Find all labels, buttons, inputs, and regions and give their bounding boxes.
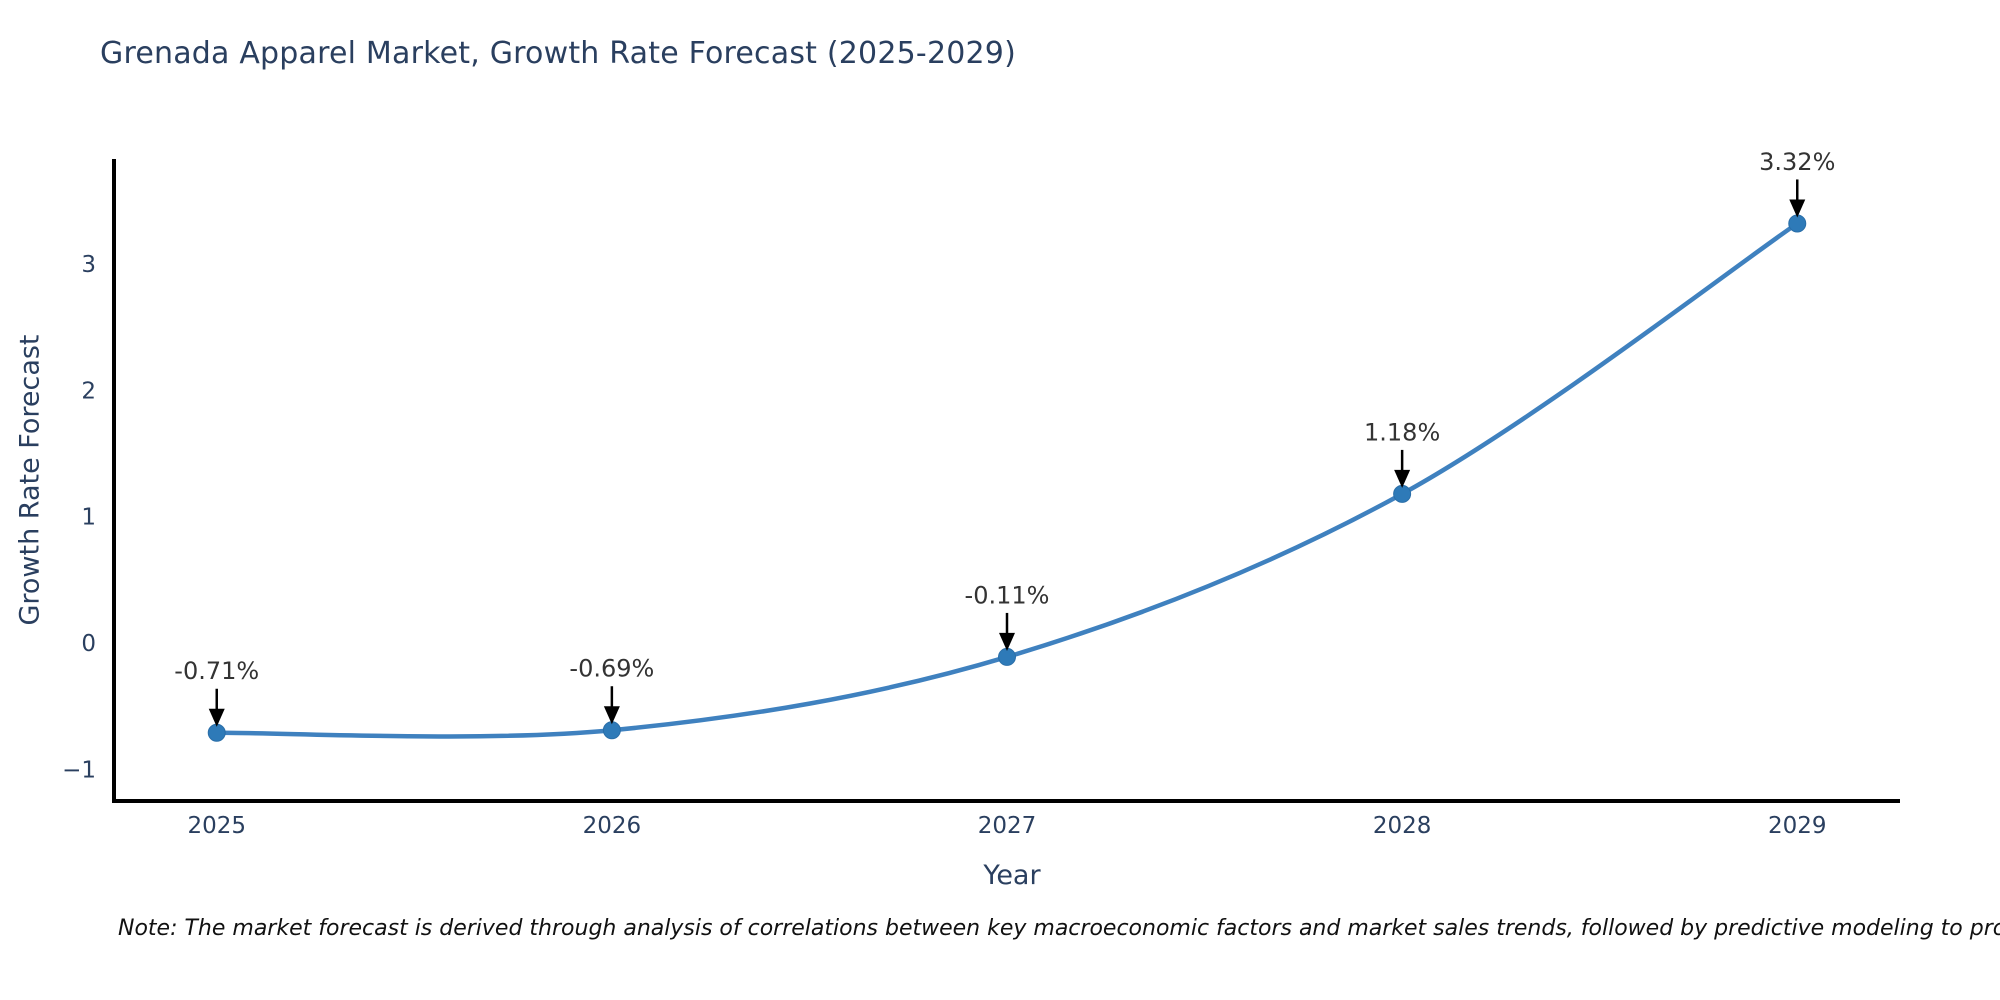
x-tick-label: 2029 [1768,813,1827,839]
footnote: Note: The market forecast is derived thr… [118,916,2000,941]
data-point-label: -0.69% [569,655,654,683]
x-tick-label: 2026 [583,813,642,839]
y-tick-label: 0 [81,631,96,657]
y-axis-title: Growth Rate Forecast [14,334,46,626]
y-tick-label: 2 [81,378,96,404]
x-tick-label: 2025 [187,813,246,839]
data-point-2027 [998,647,1016,666]
annotation-arrow-head [1394,469,1411,488]
data-point-2028 [1393,484,1412,503]
annotation-arrow-head [603,706,620,725]
annotation-arrow-head [999,632,1015,651]
x-axis-title: Year [983,860,1041,891]
chart-title: Grenada Apparel Market, Growth Rate Fore… [100,36,1016,71]
data-point-2029 [1788,214,1807,233]
y-tick-label: 3 [81,252,96,278]
data-point-label: -0.71% [174,657,259,685]
data-point-2026 [602,721,621,740]
y-tick-label: 1 [81,505,96,531]
x-tick-label: 2027 [978,813,1037,839]
x-tick-label: 2028 [1373,813,1432,839]
annotation-arrow-head [208,708,225,727]
y-tick-label: −1 [62,757,96,783]
data-point-label: 3.32% [1759,148,1835,176]
data-point-label: 1.18% [1364,418,1440,446]
data-point-2025 [207,723,226,742]
data-point-label: -0.11% [965,581,1050,609]
annotation-arrow-head [1789,199,1806,218]
